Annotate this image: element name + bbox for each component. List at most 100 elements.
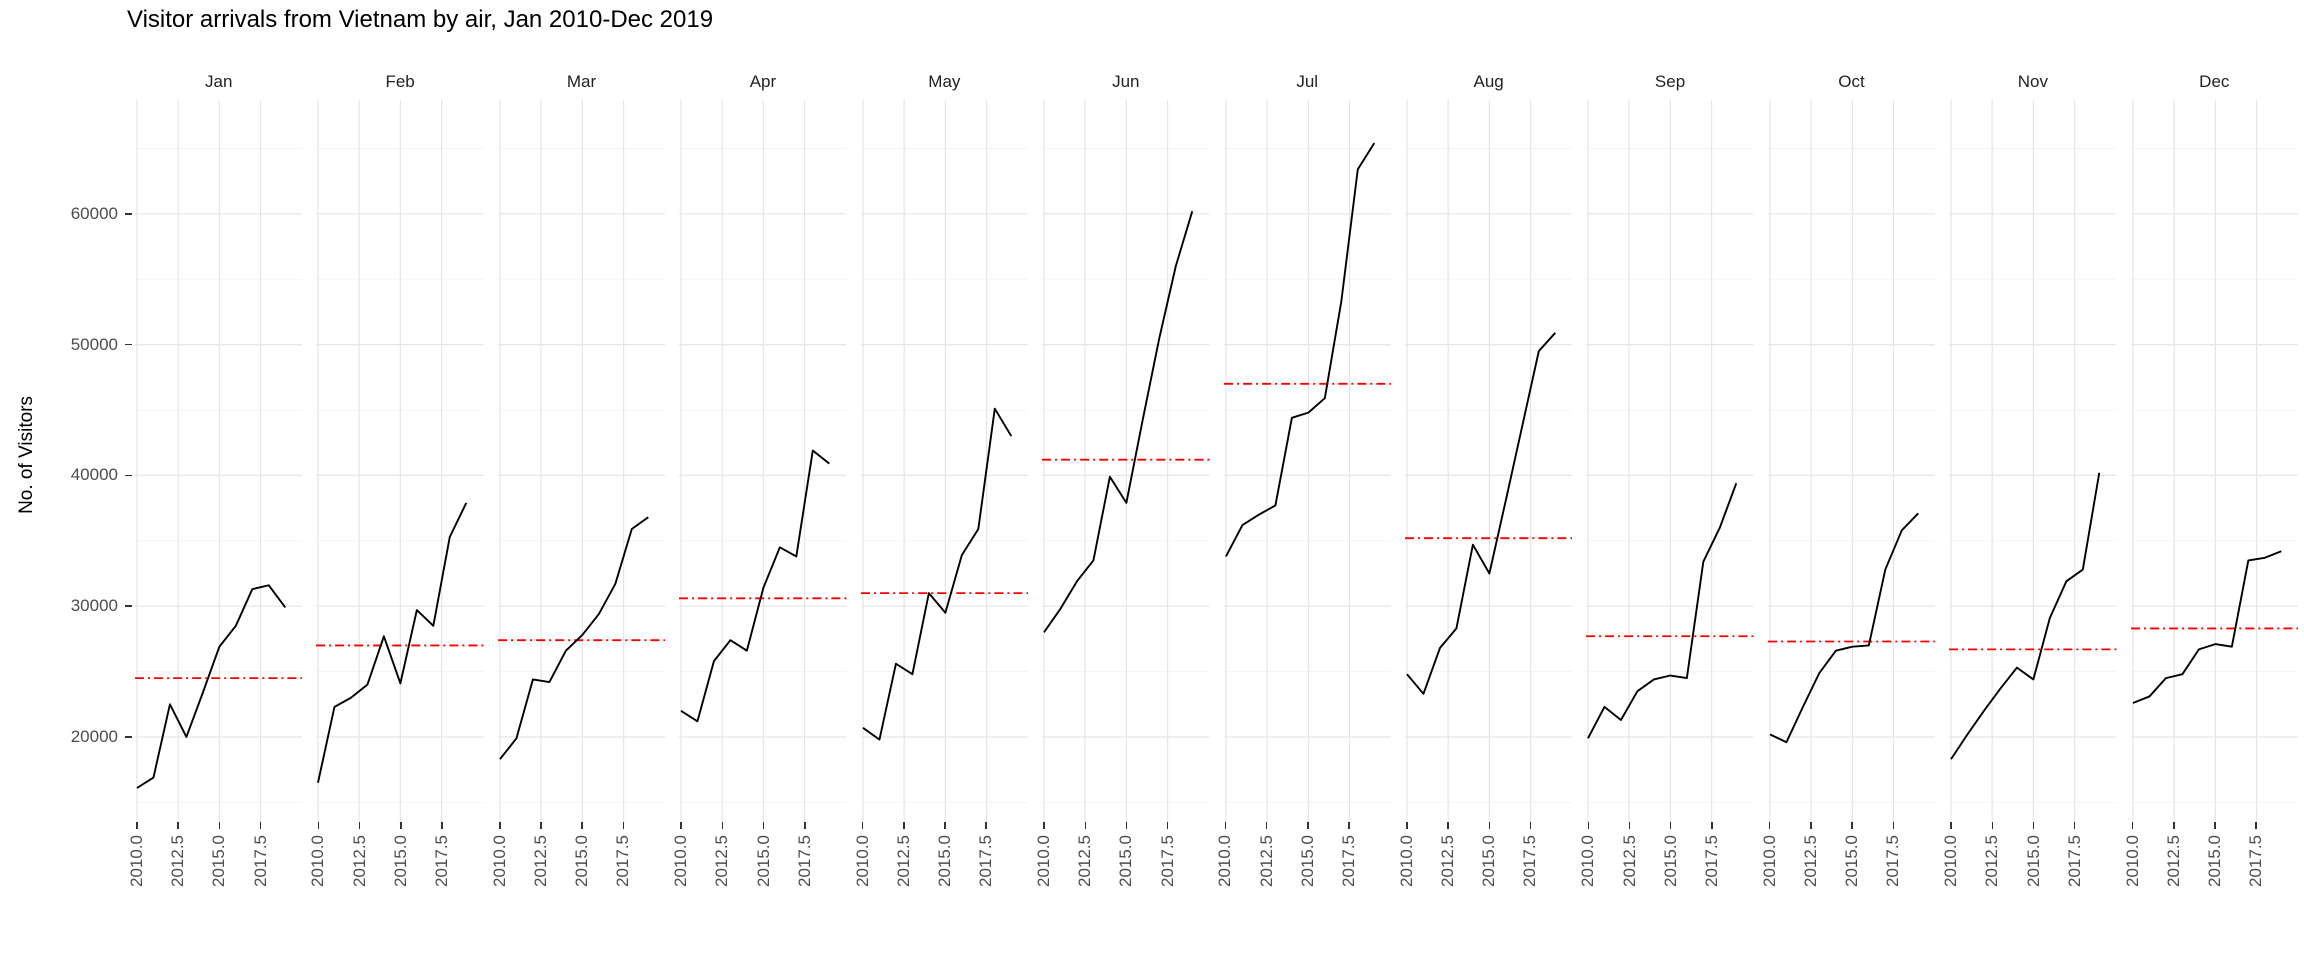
visitor-series-line	[1950, 472, 2101, 760]
x-axis-tick-label: 2012.5	[1075, 835, 1095, 887]
x-axis-tick-label: 2012.5	[2163, 835, 2183, 887]
y-axis-tick-label: 30000	[70, 596, 118, 616]
x-axis-tick-label: 2017.5	[794, 835, 814, 887]
x-axis-tick-label: 2017.5	[1520, 835, 1540, 887]
visitor-series-line	[1587, 482, 1738, 739]
y-axis-tick-mark	[125, 343, 132, 346]
x-axis-tick-label: 2010.0	[1396, 835, 1416, 887]
facet-strip-label: Mar	[566, 72, 597, 91]
x-axis-tick-label: 2012.5	[1982, 835, 2002, 887]
facet-plot-area	[1042, 100, 1210, 822]
x-axis-tick-label: 2017.5	[2246, 835, 2266, 887]
x-axis-tick-mark	[680, 822, 682, 829]
x-axis-tick-mark	[2173, 822, 2175, 829]
x-axis-tick-label: 2017.5	[250, 835, 270, 887]
x-axis-tick-mark	[1166, 822, 1169, 829]
x-axis-tick-mark	[1810, 822, 1812, 829]
x-axis-tick-mark	[317, 822, 320, 829]
x-axis-tick-label: 2015.0	[1660, 835, 1680, 887]
x-axis-tick-mark	[136, 822, 138, 829]
x-axis-tick-label: 2015.0	[1479, 835, 1499, 887]
facet-strip-label: May	[928, 72, 961, 91]
x-axis-tick-mark	[804, 822, 806, 829]
visitor-series-line	[1224, 142, 1375, 557]
x-axis-tick-mark	[358, 822, 361, 829]
x-axis-tick-mark	[177, 822, 179, 829]
y-axis-tick-mark	[125, 605, 132, 607]
x-axis-tick-label: 2012.5	[712, 835, 732, 887]
x-axis-tick-mark	[2214, 822, 2216, 829]
x-axis-tick-mark	[1587, 822, 1590, 829]
x-axis-tick-mark	[622, 822, 625, 829]
x-axis-tick-label: 2010.0	[1578, 835, 1598, 887]
x-axis-tick-label: 2015.0	[2023, 835, 2043, 887]
x-axis-tick-mark	[1768, 822, 1771, 829]
x-axis-tick-mark	[1991, 822, 1994, 829]
visitor-series-line	[680, 449, 831, 723]
x-axis-tick-label: 2015.0	[935, 835, 955, 887]
y-axis-title: No. of Visitors	[16, 396, 37, 514]
x-axis-tick-mark	[218, 822, 221, 829]
facet-panel-jun: Jun 2010.0 2012.5 2015.0 2017.5	[1034, 72, 1210, 887]
x-axis-tick-label: 2015.0	[753, 835, 773, 887]
x-axis-tick-mark	[1628, 822, 1631, 829]
x-axis-tick-mark	[400, 822, 402, 829]
x-axis-tick-mark	[1348, 822, 1350, 829]
x-axis-tick-label: 2012.5	[1438, 835, 1458, 887]
x-axis-tick-mark	[1125, 822, 1128, 829]
x-axis-tick-mark	[2255, 822, 2257, 829]
x-axis-tick-mark	[1950, 822, 1952, 829]
facet-panel-sep: Sep 2010.0 2012.5 2015.0 2017.5	[1578, 72, 1754, 887]
x-axis-tick-mark	[1307, 822, 1309, 829]
facet-plot-area	[1949, 100, 2117, 822]
x-axis-tick-mark	[721, 822, 724, 829]
x-axis-tick-mark	[1043, 822, 1045, 829]
x-axis-tick-label: 2017.5	[1157, 835, 1177, 887]
x-axis-tick-mark	[1224, 822, 1227, 829]
chart-title: Visitor arrivals from Vietnam by air, Ja…	[127, 6, 714, 33]
facet-panels: Jan 2010.0 2012.5 2015.0 2017.5 Feb 2010.0 2012…	[127, 72, 2298, 887]
facet-plot-area	[1767, 100, 1936, 822]
x-axis-tick-label: 2017.5	[613, 835, 633, 887]
visitor-series-line	[1406, 332, 1556, 695]
x-axis-tick-label: 2010.0	[1941, 835, 1961, 887]
facet-plot-area	[679, 100, 847, 822]
x-axis-tick-label: 2015.0	[209, 835, 229, 887]
x-axis-tick-mark	[861, 822, 864, 829]
x-axis-tick-label: 2010.0	[852, 835, 872, 887]
facet-plot-area	[1404, 100, 1573, 822]
x-axis-tick-label: 2012.5	[1619, 835, 1639, 887]
x-axis-tick-mark	[903, 822, 905, 829]
x-axis-tick-mark	[1711, 822, 1713, 829]
x-axis-tick-label: 2010.0	[489, 835, 509, 887]
visitor-series-line	[2132, 550, 2282, 704]
facet-strip-label: Dec	[2199, 72, 2230, 91]
x-axis-tick-mark	[944, 822, 946, 829]
x-axis-tick-label: 2015.0	[1116, 835, 1136, 887]
facet-strip-label: Jan	[204, 72, 233, 91]
facet-plot-area	[316, 100, 484, 822]
facet-strip-label: Sep	[1654, 72, 1686, 91]
x-axis-tick-mark	[2032, 822, 2035, 829]
x-axis-tick-mark	[1265, 822, 1268, 829]
x-axis-tick-label: 2010.0	[126, 835, 146, 887]
x-axis-tick-label: 2010.0	[1759, 835, 1779, 887]
x-axis-tick-label: 2015.0	[572, 835, 592, 887]
x-axis-tick-mark	[1084, 822, 1086, 829]
facet-panel-may: May 2010.0 2012.5 2015.0 2017.5	[853, 72, 1029, 887]
facet-strip-label: Jun	[1112, 72, 1140, 91]
x-axis-tick-label: 2015.0	[1842, 835, 1862, 887]
x-axis-tick-label: 2015.0	[2204, 835, 2224, 887]
x-axis-tick-mark	[499, 822, 501, 829]
x-axis-tick-mark	[2131, 822, 2134, 829]
facet-panel-mar: Mar 2010.0 2012.5 2015.0 2017.5	[490, 72, 666, 887]
y-axis-tick-label: 40000	[70, 465, 118, 485]
visitor-series-line	[499, 516, 649, 760]
x-axis-tick-mark	[1851, 822, 1853, 829]
x-axis-tick-label: 2017.5	[1339, 835, 1359, 887]
x-axis-tick-label: 2010.0	[1034, 835, 1054, 887]
facet-plot-area	[1223, 100, 1391, 822]
facet-panel-dec: Dec 2010.0 2012.5 2015.0 2017.5	[2123, 72, 2298, 887]
x-axis-tick-mark	[540, 822, 542, 829]
